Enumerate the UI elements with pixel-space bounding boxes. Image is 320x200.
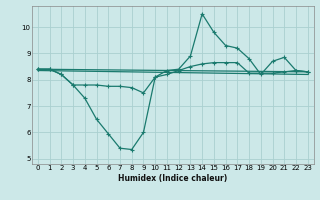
X-axis label: Humidex (Indice chaleur): Humidex (Indice chaleur) <box>118 174 228 183</box>
